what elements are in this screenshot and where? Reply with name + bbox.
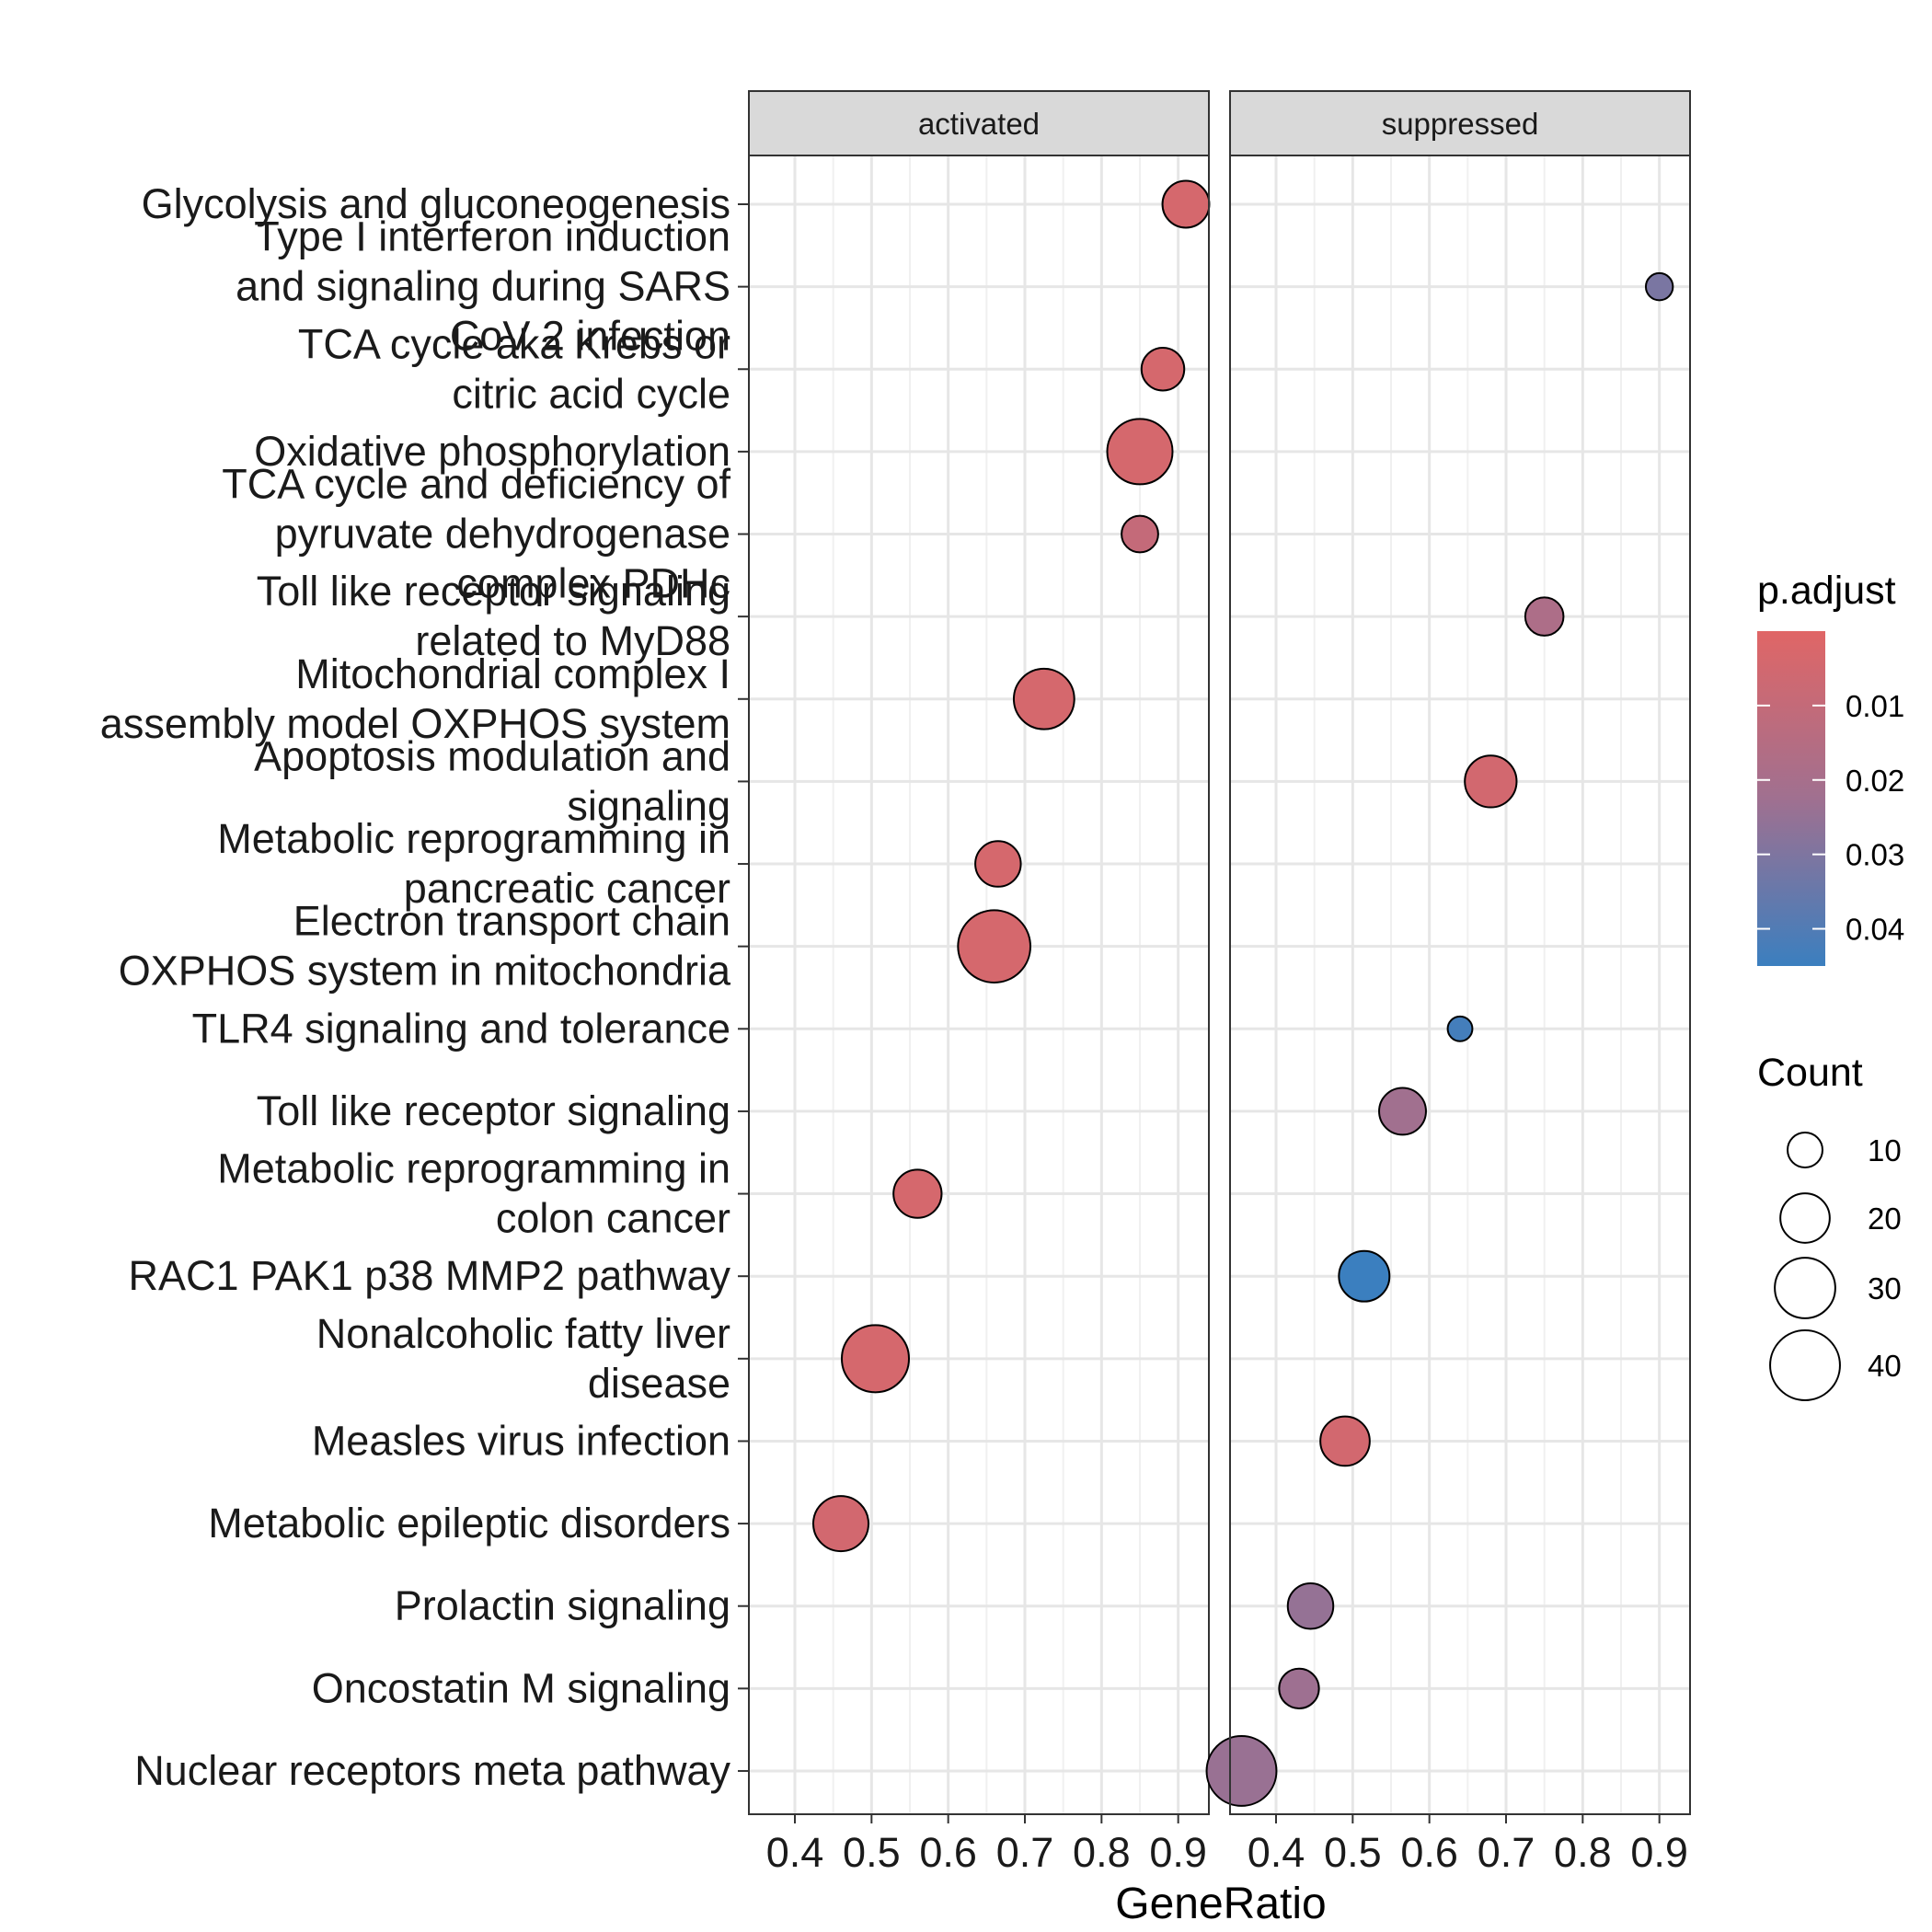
grid-suppressed [1230,155,1690,1814]
y-tick-label: TCA cycle and deficiency of pyruvate dehy… [222,461,730,607]
y-tick-label: Apoptosis modulation and signaling [254,732,730,829]
y-tick-label: Metabolic reprogramming in pancreatic can… [217,815,730,912]
x-tick-label: 0.4 [1248,1829,1305,1876]
colorbar-ticks: 0.01 0.02 0.03 0.04 [1757,689,1904,947]
legend-size-title: Count [1757,1051,1863,1095]
legend-color: p.adjust 0.01 0.02 0.03 0.04 [1757,569,1904,966]
data-point [892,1168,943,1219]
data-point [1140,347,1186,392]
strip-activated [748,90,1210,156]
y-tick-label: Toll like receptor signaling related to M… [257,568,730,664]
panel-background [1230,155,1690,1814]
y-tick-label: Prolactin signaling [395,1582,730,1629]
data-point [812,1495,869,1553]
xticks-activated: 0.4 0.5 0.6 0.7 0.8 0.9 [766,1814,1207,1876]
data-point [957,909,1032,984]
y-tick-label: Oncostatin M signaling [312,1664,730,1711]
data-point [1446,1015,1474,1042]
data-point [1286,1581,1335,1630]
points-activated [812,179,1211,1553]
y-tick-label: RAC1 PAK1 p38 MMP2 pathway [129,1252,731,1299]
x-tick-label: 0.7 [996,1829,1054,1876]
y-tick-label: Metabolic reprogramming in colon cancer [217,1145,730,1242]
data-point [1338,1249,1391,1303]
data-point [1161,179,1211,229]
data-point [1106,418,1174,486]
x-tick-label: 0.8 [1073,1829,1131,1876]
panel-bg-suppressed [1230,155,1690,1814]
size-legend-circle [1769,1329,1841,1401]
panel-border-suppressed [1229,155,1691,1815]
panel-border-activated [748,155,1210,1815]
x-tick-label: 0.7 [1478,1829,1535,1876]
size-legend-label: 20 [1868,1202,1902,1236]
panel-activated: activated 0.4 0.5 0.6 0.7 0.8 0.9 [748,90,1211,1876]
x-tick-label: 0.9 [1149,1829,1207,1876]
size-legend-circle [1779,1192,1831,1244]
y-tick-label: Electron transport chain OXPHOS system in… [119,898,731,995]
legend-color-title: p.adjust [1757,569,1896,613]
colorbar-tick-label: 0.03 [1846,838,1904,872]
data-point [1205,1735,1278,1807]
x-tick-label: 0.6 [1400,1829,1458,1876]
y-tick-label: Metabolic epileptic disorders [208,1500,730,1547]
size-legend-label: 40 [1868,1349,1902,1383]
x-tick-label: 0.8 [1554,1829,1612,1876]
size-legend-circle [1787,1132,1823,1168]
colorbar [1757,631,1825,966]
y-tick-label: Glycolysis and gluconeogenesis [142,180,730,227]
y-tick-label: Nonalcoholic fatty liver disease [316,1310,730,1407]
colorbar-tick-label: 0.02 [1846,764,1904,798]
data-point [1644,271,1674,302]
size-legend-label: 30 [1868,1271,1902,1305]
strip-label-suppressed: suppressed [1382,107,1539,141]
x-tick-label: 0.5 [1324,1829,1382,1876]
data-point [1464,754,1518,809]
data-point [1524,596,1565,637]
colorbar-tick-label: 0.01 [1846,689,1904,723]
y-tick-label: Nuclear receptors meta pathway [134,1747,730,1794]
y-tick-label: Oxidative phosphorylation [254,428,730,475]
data-point [974,840,1022,888]
xticks-suppressed: 0.4 0.5 0.6 0.7 0.8 0.9 [1248,1814,1688,1876]
x-tick-label: 0.5 [843,1829,901,1876]
colorbar-tick-label: 0.04 [1846,913,1904,947]
x-axis-title: GeneRatio [1115,1880,1326,1928]
data-point [1319,1415,1371,1467]
y-tick-label: Toll like receptor signaling [257,1087,730,1134]
x-tick-label: 0.9 [1630,1829,1688,1876]
legend-size: Count 10 20 30 40 [1757,1051,1902,1401]
strip-label-activated: activated [918,107,1040,141]
size-legend-circle [1774,1257,1836,1319]
y-tick-label: TCA cycle aka Krebs or citric acid cycle [298,320,730,417]
size-legend-label: 10 [1868,1133,1902,1167]
x-tick-label: 0.4 [766,1829,824,1876]
points-suppressed [1205,271,1674,1807]
y-tick-label: Measles virus infection [312,1417,730,1464]
y-tick-label: Type I interferon induction and signaling… [236,213,730,360]
data-point [1121,514,1159,554]
panel-suppressed: suppressed 0.4 0.5 0.6 0.7 0.8 0.9 [1205,90,1691,1876]
legend-size-keys: 10 20 30 40 [1769,1132,1902,1401]
x-tick-label: 0.6 [919,1829,977,1876]
data-point [1378,1087,1427,1136]
data-point [841,1324,910,1394]
data-point [1278,1667,1320,1709]
data-point [1012,667,1075,730]
y-tick-label: TLR4 signaling and tolerance [192,1005,730,1052]
